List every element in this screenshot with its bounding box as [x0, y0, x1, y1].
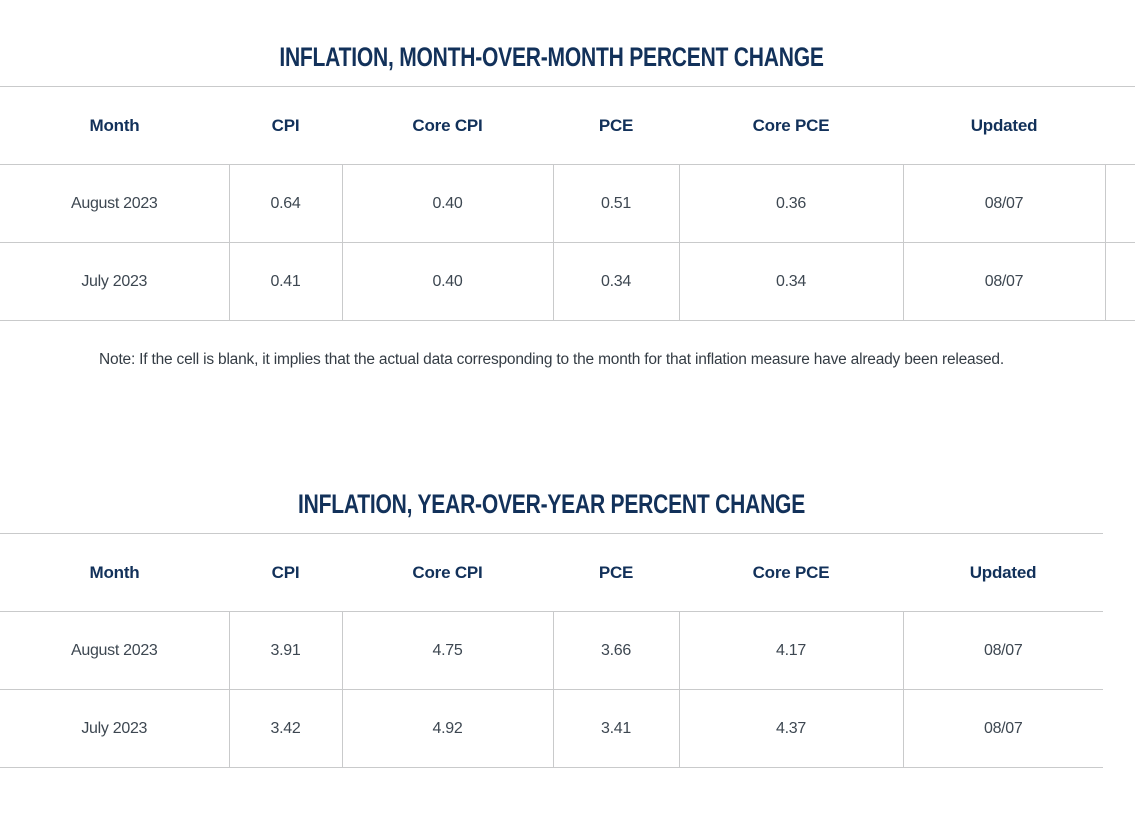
column-header-core-pce: Core PCE	[679, 86, 903, 165]
cell-spacer	[1104, 164, 1135, 243]
cell-core-cpi: 4.75	[341, 611, 553, 690]
page-content: INFLATION, MONTH-OVER-MONTH PERCENT CHAN…	[0, 41, 1135, 768]
column-header-core-cpi: Core CPI	[342, 86, 553, 165]
cell-pce: 0.34	[552, 242, 679, 321]
cell-core-cpi: 0.40	[341, 164, 553, 243]
cell-pce: 3.41	[552, 689, 679, 768]
table-row: August 2023 0.64 0.40 0.51 0.36 08/07	[0, 164, 1135, 243]
table-note: Note: If the cell is blank, it implies t…	[99, 351, 1004, 368]
yoy-inflation-table: Month CPI Core CPI PCE Core PCE Updated …	[0, 533, 1103, 768]
mom-inflation-table: Month CPI Core CPI PCE Core PCE Updated …	[0, 86, 1135, 321]
cell-core-pce: 4.17	[678, 611, 903, 690]
cell-cpi: 0.64	[228, 164, 342, 243]
cell-updated: 08/07	[902, 242, 1105, 321]
table-row: July 2023 3.42 4.92 3.41 4.37 08/07	[0, 689, 1103, 768]
yoy-table-title: INFLATION, YEAR-OVER-YEAR PERCENT CHANGE	[297, 489, 806, 519]
cell-pce: 3.66	[552, 611, 679, 690]
column-header-updated: Updated	[903, 86, 1105, 165]
cell-month: July 2023	[0, 689, 229, 768]
cell-month: August 2023	[0, 164, 229, 243]
cell-core-cpi: 0.40	[341, 242, 553, 321]
cell-pce: 0.51	[552, 164, 679, 243]
yoy-header-row: Month CPI Core CPI PCE Core PCE Updated	[0, 533, 1103, 612]
column-header-updated: Updated	[903, 533, 1103, 612]
cell-core-pce: 0.36	[678, 164, 903, 243]
cell-core-pce: 0.34	[678, 242, 903, 321]
yoy-inflation-section: INFLATION, YEAR-OVER-YEAR PERCENT CHANGE	[0, 488, 1103, 520]
mom-inflation-section: INFLATION, MONTH-OVER-MONTH PERCENT CHAN…	[0, 41, 1103, 73]
table-row: July 2023 0.41 0.40 0.34 0.34 08/07	[0, 242, 1135, 321]
cell-spacer	[1104, 242, 1135, 321]
column-header-pce: PCE	[553, 86, 679, 165]
column-header-month: Month	[0, 533, 229, 612]
cell-month: July 2023	[0, 242, 229, 321]
cell-month: August 2023	[0, 611, 229, 690]
cell-updated: 08/07	[902, 689, 1103, 768]
cell-cpi: 3.91	[228, 611, 342, 690]
column-header-core-cpi: Core CPI	[342, 533, 553, 612]
table-row: August 2023 3.91 4.75 3.66 4.17 08/07	[0, 611, 1103, 690]
cell-core-cpi: 4.92	[341, 689, 553, 768]
column-header-core-pce: Core PCE	[679, 533, 903, 612]
cell-updated: 08/07	[902, 611, 1103, 690]
cell-cpi: 0.41	[228, 242, 342, 321]
column-header-spacer	[1105, 86, 1135, 165]
mom-table-title: INFLATION, MONTH-OVER-MONTH PERCENT CHAN…	[279, 42, 824, 72]
cell-cpi: 3.42	[228, 689, 342, 768]
column-header-month: Month	[0, 86, 229, 165]
column-header-cpi: CPI	[229, 86, 342, 165]
column-header-cpi: CPI	[229, 533, 342, 612]
cell-core-pce: 4.37	[678, 689, 903, 768]
mom-header-row: Month CPI Core CPI PCE Core PCE Updated	[0, 86, 1135, 165]
cell-updated: 08/07	[902, 164, 1105, 243]
column-header-pce: PCE	[553, 533, 679, 612]
